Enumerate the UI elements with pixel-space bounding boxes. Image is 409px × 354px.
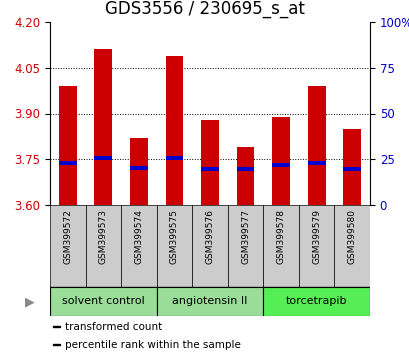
FancyBboxPatch shape xyxy=(227,205,263,287)
Bar xyxy=(201,120,218,205)
FancyBboxPatch shape xyxy=(121,205,156,287)
Bar xyxy=(201,167,218,171)
Text: GSM399576: GSM399576 xyxy=(205,209,214,264)
Text: GSM399577: GSM399577 xyxy=(240,209,249,264)
Bar xyxy=(307,86,325,205)
Text: GSM399574: GSM399574 xyxy=(134,209,143,264)
FancyBboxPatch shape xyxy=(53,326,60,327)
FancyBboxPatch shape xyxy=(263,205,298,287)
Text: GDS3556 / 230695_s_at: GDS3556 / 230695_s_at xyxy=(105,0,304,18)
Text: GSM399572: GSM399572 xyxy=(63,209,72,264)
Bar xyxy=(272,163,289,167)
Bar xyxy=(342,167,360,171)
Text: GSM399578: GSM399578 xyxy=(276,209,285,264)
Text: GSM399575: GSM399575 xyxy=(169,209,178,264)
Text: angiotensin II: angiotensin II xyxy=(172,297,247,307)
FancyBboxPatch shape xyxy=(263,287,369,316)
FancyBboxPatch shape xyxy=(156,205,192,287)
Text: GSM399579: GSM399579 xyxy=(311,209,320,264)
Text: torcetrapib: torcetrapib xyxy=(285,297,346,307)
FancyBboxPatch shape xyxy=(192,205,227,287)
Text: GSM399580: GSM399580 xyxy=(347,209,356,264)
FancyBboxPatch shape xyxy=(298,205,334,287)
Bar xyxy=(236,167,254,171)
Text: ▶: ▶ xyxy=(25,295,35,308)
FancyBboxPatch shape xyxy=(85,205,121,287)
Bar xyxy=(94,156,112,160)
Text: GSM399573: GSM399573 xyxy=(99,209,108,264)
Bar xyxy=(130,138,147,205)
Bar xyxy=(59,86,76,205)
Bar xyxy=(59,161,76,165)
FancyBboxPatch shape xyxy=(334,205,369,287)
Bar xyxy=(94,50,112,205)
FancyBboxPatch shape xyxy=(156,287,263,316)
Text: percentile rank within the sample: percentile rank within the sample xyxy=(65,339,240,349)
FancyBboxPatch shape xyxy=(50,287,156,316)
Bar xyxy=(165,56,183,205)
Bar xyxy=(130,166,147,170)
FancyBboxPatch shape xyxy=(53,344,60,345)
Bar xyxy=(236,147,254,205)
FancyBboxPatch shape xyxy=(50,205,85,287)
Bar xyxy=(165,156,183,160)
Text: transformed count: transformed count xyxy=(65,322,162,332)
Bar xyxy=(307,161,325,165)
Bar xyxy=(342,129,360,205)
Bar xyxy=(272,116,289,205)
Text: solvent control: solvent control xyxy=(62,297,144,307)
